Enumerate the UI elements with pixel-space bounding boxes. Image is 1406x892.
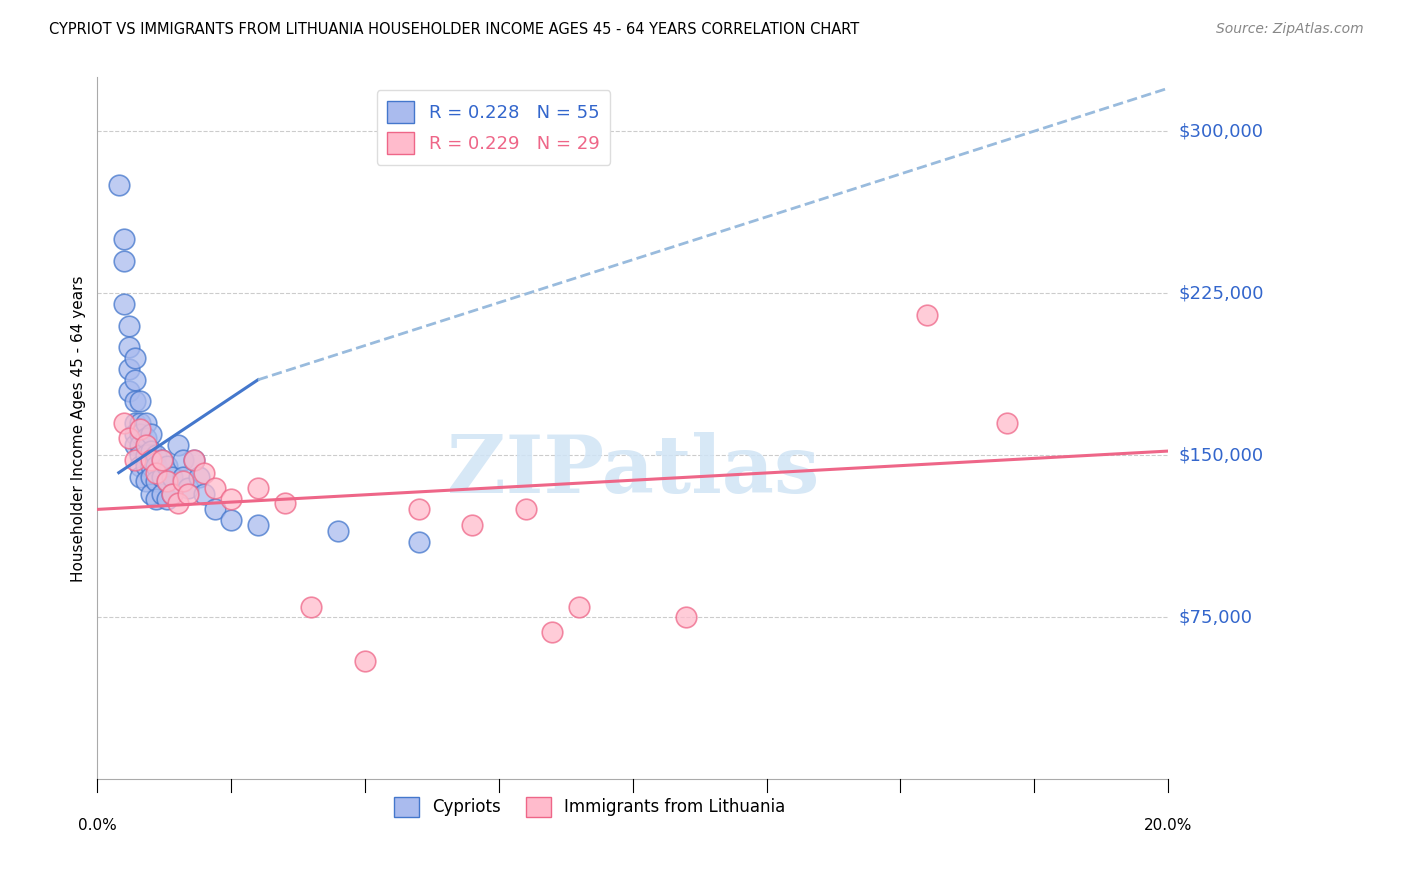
Point xyxy=(177,481,200,495)
Point xyxy=(118,384,141,398)
Point xyxy=(135,431,157,445)
Point xyxy=(675,610,697,624)
Point xyxy=(124,452,146,467)
Point xyxy=(177,487,200,501)
Point xyxy=(172,470,194,484)
Point xyxy=(246,517,269,532)
Point xyxy=(193,466,215,480)
Text: $300,000: $300,000 xyxy=(1178,122,1264,140)
Point xyxy=(135,449,157,463)
Point xyxy=(139,444,162,458)
Point xyxy=(156,475,179,489)
Point xyxy=(162,487,184,501)
Text: 20.0%: 20.0% xyxy=(1144,818,1192,833)
Point xyxy=(461,517,484,532)
Point xyxy=(129,416,152,430)
Point xyxy=(219,513,242,527)
Point xyxy=(129,394,152,409)
Point xyxy=(188,470,211,484)
Point xyxy=(135,416,157,430)
Legend: Cypriots, Immigrants from Lithuania: Cypriots, Immigrants from Lithuania xyxy=(388,790,793,823)
Point xyxy=(135,437,157,451)
Point xyxy=(997,416,1019,430)
Point xyxy=(139,426,162,441)
Point xyxy=(301,599,323,614)
Point xyxy=(145,466,167,480)
Point xyxy=(162,470,184,484)
Point xyxy=(124,426,146,441)
Point xyxy=(129,422,152,436)
Point xyxy=(129,470,152,484)
Point xyxy=(408,534,430,549)
Point xyxy=(183,452,205,467)
Point xyxy=(408,502,430,516)
Point xyxy=(568,599,591,614)
Point xyxy=(172,452,194,467)
Point xyxy=(915,308,938,322)
Point xyxy=(118,431,141,445)
Point xyxy=(541,625,564,640)
Text: CYPRIOT VS IMMIGRANTS FROM LITHUANIA HOUSEHOLDER INCOME AGES 45 - 64 YEARS CORRE: CYPRIOT VS IMMIGRANTS FROM LITHUANIA HOU… xyxy=(49,22,859,37)
Point xyxy=(328,524,350,538)
Point xyxy=(156,475,179,489)
Point xyxy=(145,449,167,463)
Point xyxy=(193,487,215,501)
Point xyxy=(145,459,167,474)
Point xyxy=(183,452,205,467)
Point xyxy=(112,232,135,246)
Point xyxy=(150,452,173,467)
Point xyxy=(118,340,141,354)
Point xyxy=(156,459,179,474)
Point xyxy=(156,491,179,506)
Point xyxy=(145,475,167,489)
Point xyxy=(139,452,162,467)
Point xyxy=(107,178,129,193)
Text: $225,000: $225,000 xyxy=(1178,285,1264,302)
Point xyxy=(135,459,157,474)
Point xyxy=(118,362,141,376)
Text: 0.0%: 0.0% xyxy=(77,818,117,833)
Text: ZIPatlas: ZIPatlas xyxy=(447,432,818,509)
Point xyxy=(112,254,135,268)
Point xyxy=(118,318,141,333)
Text: $75,000: $75,000 xyxy=(1178,608,1253,626)
Point xyxy=(129,459,152,474)
Point xyxy=(139,487,162,501)
Y-axis label: Householder Income Ages 45 - 64 years: Householder Income Ages 45 - 64 years xyxy=(72,275,86,582)
Point xyxy=(354,654,377,668)
Point xyxy=(204,481,226,495)
Point xyxy=(145,491,167,506)
Point xyxy=(219,491,242,506)
Point xyxy=(124,416,146,430)
Point xyxy=(204,502,226,516)
Point xyxy=(172,475,194,489)
Point xyxy=(150,452,173,467)
Point xyxy=(124,437,146,451)
Point xyxy=(129,437,152,451)
Point xyxy=(150,487,173,501)
Point xyxy=(162,487,184,501)
Point xyxy=(166,437,188,451)
Text: Source: ZipAtlas.com: Source: ZipAtlas.com xyxy=(1216,22,1364,37)
Point xyxy=(246,481,269,495)
Point xyxy=(139,459,162,474)
Point xyxy=(129,426,152,441)
Point xyxy=(515,502,537,516)
Point xyxy=(124,351,146,366)
Point xyxy=(112,416,135,430)
Point xyxy=(150,470,173,484)
Point xyxy=(166,496,188,510)
Point xyxy=(274,496,297,510)
Text: $150,000: $150,000 xyxy=(1178,446,1264,465)
Point xyxy=(129,449,152,463)
Point xyxy=(112,297,135,311)
Point xyxy=(139,470,162,484)
Point xyxy=(135,475,157,489)
Point xyxy=(124,373,146,387)
Point xyxy=(124,394,146,409)
